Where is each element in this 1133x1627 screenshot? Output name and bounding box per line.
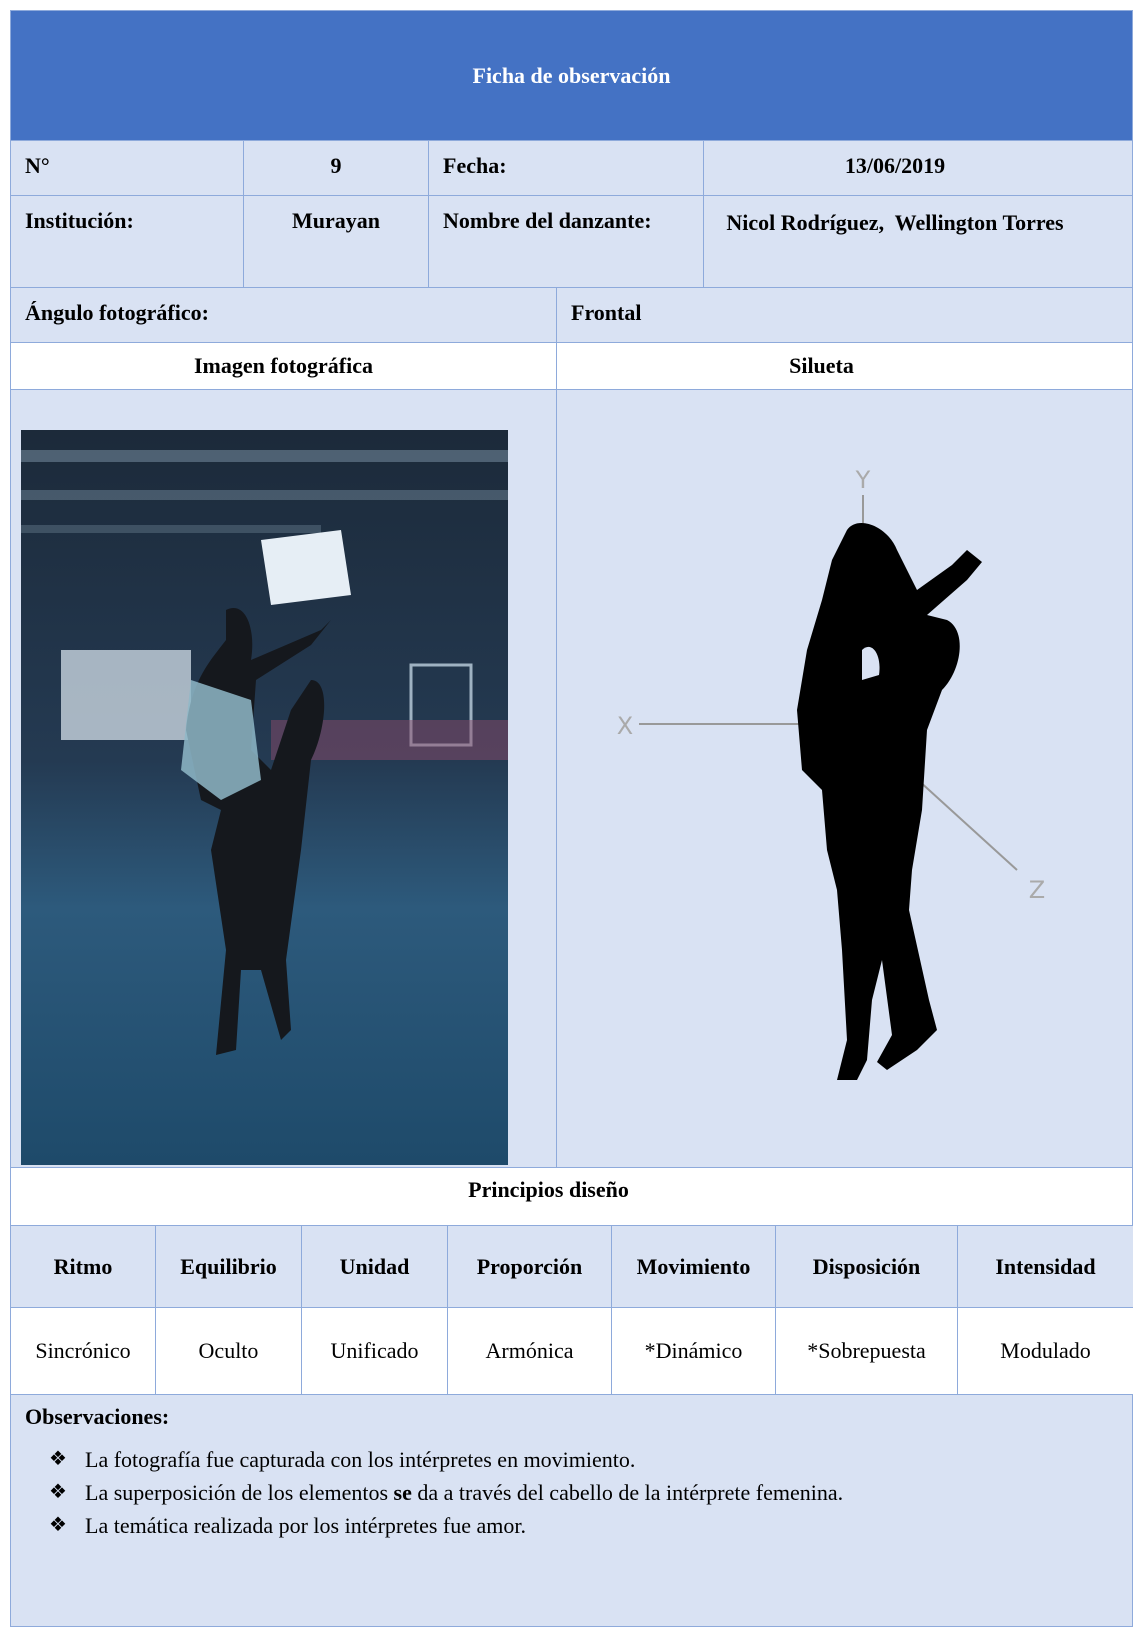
header-title: Ficha de observación [10,10,1133,141]
fecha-value: 13/06/2019 [703,140,1133,196]
angulo-label: Ángulo fotográfico: [10,287,557,343]
angulo-value: Frontal [556,287,1133,343]
danzante-label: Nombre del danzante: [428,195,704,288]
principle-header: Intensidad [957,1225,1133,1308]
photo [21,430,508,1165]
principle-header: Ritmo [10,1225,156,1308]
observations-title: Observaciones: [25,1404,170,1429]
principle-header: Equilibrio [155,1225,302,1308]
principles-title: Principios diseño [10,1167,1133,1226]
axis-x: X [617,712,633,740]
silhouette-figure: Y X Z [617,466,1045,1080]
observations-cell: Observaciones: La fotografía fue captura… [10,1394,1133,1627]
principle-header: Disposición [775,1225,958,1308]
observation-item: La temática realizada por los intérprete… [49,1509,1118,1542]
silhouette-title: Silueta [556,342,1133,390]
photo-cell [10,389,557,1168]
fecha-label: Fecha: [428,140,704,196]
principle-value: *Dinámico [611,1307,776,1395]
principle-value: Oculto [155,1307,302,1395]
photo-title: Imagen fotográfica [10,342,557,390]
principle-value: Unificado [301,1307,448,1395]
observation-item: La superposición de los elementos se da … [49,1476,1118,1509]
danzante-value: Nicol Rodríguez, Wellington Torres [703,195,1133,288]
axis-z: Z [1029,876,1045,904]
principle-value: *Sobrepuesta [775,1307,958,1395]
silhouette-cell: Y X Z [556,389,1133,1168]
principle-header: Unidad [301,1225,448,1308]
observation-text: La superposición de los elementos [85,1480,394,1505]
principle-header: Movimiento [611,1225,776,1308]
n-value: 9 [243,140,429,196]
observation-bold: se [393,1480,412,1505]
institucion-label: Institución: [10,195,244,288]
institucion-value: Murayan [243,195,429,288]
observation-item: La fotografía fue capturada con los inté… [49,1443,1118,1476]
principle-value: Modulado [957,1307,1133,1395]
principle-value: Sincrónico [10,1307,156,1395]
observations-list: La fotografía fue capturada con los inté… [25,1443,1118,1542]
principle-value: Armónica [447,1307,612,1395]
n-label: N° [10,140,244,196]
observation-text: La fotografía fue capturada con los inté… [85,1447,636,1472]
principle-header: Proporción [447,1225,612,1308]
axis-y: Y [855,466,871,494]
observation-text: da a través del cabello de la intérprete… [411,1480,844,1505]
observation-text: La temática realizada por los intérprete… [85,1513,527,1538]
